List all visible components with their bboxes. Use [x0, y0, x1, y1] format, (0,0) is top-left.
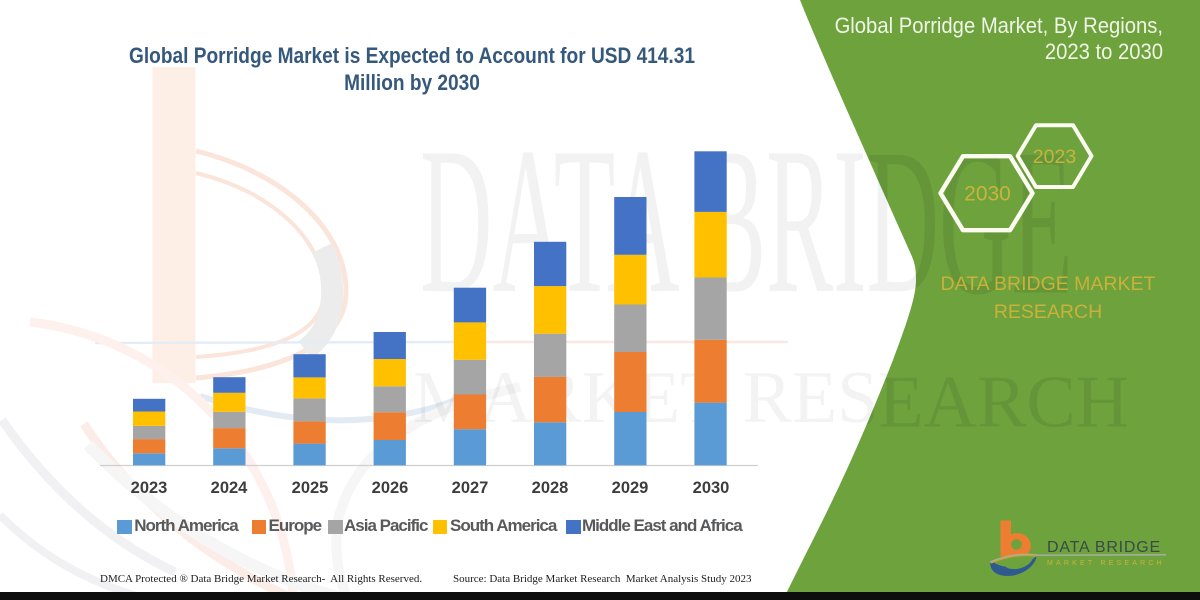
svg-text:DATA BRIDGE: DATA BRIDGE — [1047, 539, 1161, 556]
svg-text:2023: 2023 — [1033, 146, 1076, 168]
svg-text:2030: 2030 — [964, 183, 1011, 206]
svg-text:MARKET RESEARCH: MARKET RESEARCH — [1047, 560, 1165, 567]
